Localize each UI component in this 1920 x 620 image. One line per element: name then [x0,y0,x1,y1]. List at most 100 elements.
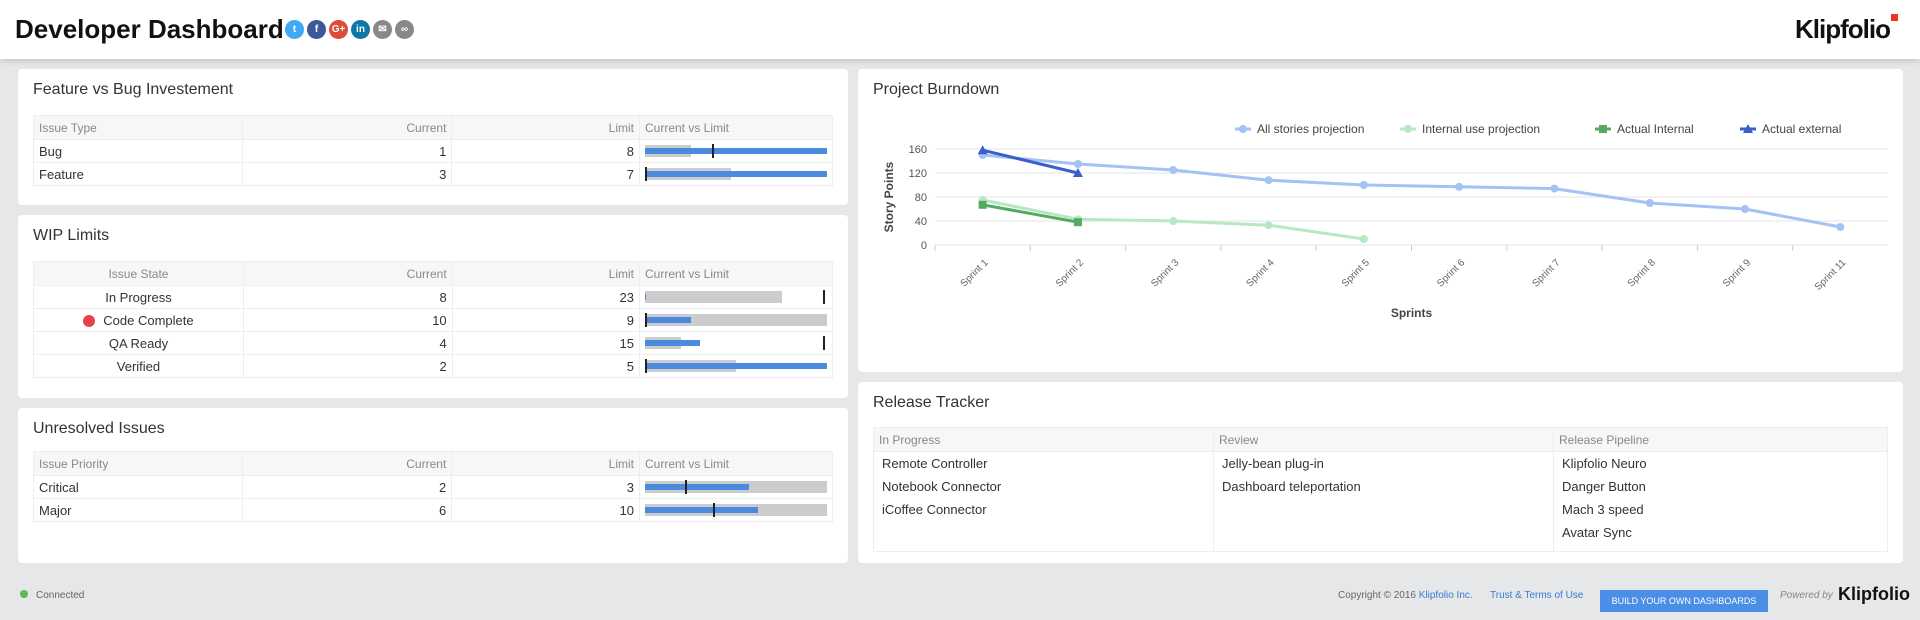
unresolved-issues-panel: Unresolved Issues Issue Priority Current L… [18,408,848,563]
build-dashboards-button[interactable]: BUILD YOUR OWN DASHBOARDS [1600,590,1768,612]
panel-title: Project Burndown [873,81,1000,98]
y-tick-label: 0 [921,240,927,252]
column-header[interactable]: Limit [451,451,640,476]
column-header[interactable]: Current vs Limit [639,261,833,286]
row-label: Critical [32,475,244,499]
table-header: Issue Priority Current Limit Current vs Lim… [32,451,833,476]
bullet-marker [823,336,826,350]
data-point [978,200,987,209]
list-item[interactable]: Mach 3 speed [1562,502,1644,517]
column-header[interactable]: Issue Type [32,115,244,140]
column-header[interactable]: Current vs Limit [639,115,833,140]
current-value: 1 [242,139,453,163]
column-header[interactable]: In Progress [873,427,1214,452]
data-point [1169,217,1178,225]
bullet-cell [639,162,833,186]
data-point [1743,124,1753,133]
row-label: Verified [33,354,244,378]
x-tick-label: Sprint 7 [1530,257,1562,289]
facebook-icon[interactable]: f [307,20,326,39]
x-tick-label: Sprint 8 [1626,257,1658,289]
column-header[interactable]: Current vs Limit [639,451,833,476]
limit-value: 8 [451,139,640,163]
bullet-cell [639,498,833,522]
klipfolio-logo[interactable]: Klipfolio [1795,14,1898,45]
bullet-marker [823,290,826,304]
column-header[interactable]: Release Pipeline [1553,427,1888,452]
powered-by: Powered by [1780,590,1833,601]
row-label: Code Complete [33,308,244,332]
list-item[interactable]: Avatar Sync [1562,525,1632,540]
google-plus-icon[interactable]: G+ [329,20,348,39]
limit-value: 15 [451,331,641,355]
footer-klipfolio-logo[interactable]: Klipfolio [1838,584,1910,604]
bullet-marker [645,167,647,181]
page-title: Developer Dashboard [15,14,284,44]
email-icon[interactable]: ✉ [373,20,392,39]
unresolved-table: Issue Priority Current Limit Current vs Lim… [32,451,833,522]
limit-value: 9 [451,308,641,332]
bullet-cell [639,331,833,355]
data-point [977,145,988,155]
connection-status: Connected [20,590,84,601]
panel-title: Feature vs Bug Investement [33,81,234,98]
link-icon[interactable]: ∞ [395,20,414,39]
feature-vs-bug-panel: Feature vs Bug Investement Issue Type Cur… [18,69,848,205]
data-point [1073,218,1082,227]
bullet-chart [645,290,827,304]
y-tick-label: 160 [909,144,927,156]
column-header[interactable]: Current [242,261,453,286]
bullet-marker [711,144,714,158]
project-burndown-panel: Project Burndown 0 40 80 120 160 Sprint 1 Spri… [858,69,1903,372]
series-line [982,203,1079,224]
company-link[interactable]: Klipfolio Inc. [1418,590,1473,601]
social-share-icons: t f G+ in ✉ ∞ [285,20,414,39]
column-header[interactable]: Current [242,115,453,140]
twitter-icon[interactable]: t [285,20,304,39]
column-header[interactable]: Current [242,451,453,476]
bullet-bar [645,317,691,323]
list-item[interactable]: Notebook Connector [882,479,1002,494]
data-point [1836,223,1845,231]
list-item[interactable]: Remote Controller [882,456,988,471]
feature-bug-table: Issue Type Current Limit Current vs Limit Bu… [32,115,833,186]
panel-title: Unresolved Issues [33,420,165,437]
current-value: 2 [242,475,453,499]
legend-label: Actual Internal [1617,122,1694,136]
current-value: 3 [242,162,453,186]
limit-value: 7 [451,162,640,186]
table-header: Issue Type Current Limit Current vs Limit [32,115,833,140]
limit-value: 23 [451,285,641,309]
data-point [1645,199,1654,207]
data-point [1169,166,1178,174]
table-row: Feature 3 7 [32,162,833,186]
bullet-bar [645,294,647,300]
list-item[interactable]: Danger Button [1562,479,1646,494]
bullet-cell [639,354,833,378]
header: Developer Dashboard t f G+ in ✉ ∞ Klipfolio [0,0,1920,59]
y-axis-title: Story Points [882,161,896,232]
terms-link[interactable]: Trust & Terms of Use [1490,590,1584,601]
x-axis-title: Sprints [1391,306,1433,320]
column-header[interactable]: Issue State [33,261,244,286]
row-label: Bug [32,139,244,163]
bullet-marker [645,359,647,373]
burndown-chart: 0 40 80 120 160 Sprint 1 Sprint 2 Sprint 3 Sprin… [882,122,1888,320]
list-item[interactable]: Klipfolio Neuro [1562,456,1647,471]
column-header[interactable]: Issue Priority [32,451,244,476]
bullet-cell [639,475,833,499]
column-header[interactable]: Review [1213,427,1554,452]
bullet-cell [639,308,833,332]
bullet-marker [713,503,716,517]
column-header[interactable]: Limit [451,261,641,286]
legend-label: Actual external [1762,122,1841,136]
list-item[interactable]: iCoffee Connector [882,502,987,517]
data-point [1239,125,1247,133]
linkedin-icon[interactable]: in [351,20,370,39]
column-header[interactable]: Limit [451,115,640,140]
data-point [1741,205,1750,213]
list-item[interactable]: Dashboard teleportation [1222,479,1361,494]
release-tracker-panel: Release Tracker In Progress Review Release… [858,382,1903,563]
data-point [1404,125,1412,133]
list-item[interactable]: Jelly-bean plug-in [1222,456,1324,471]
